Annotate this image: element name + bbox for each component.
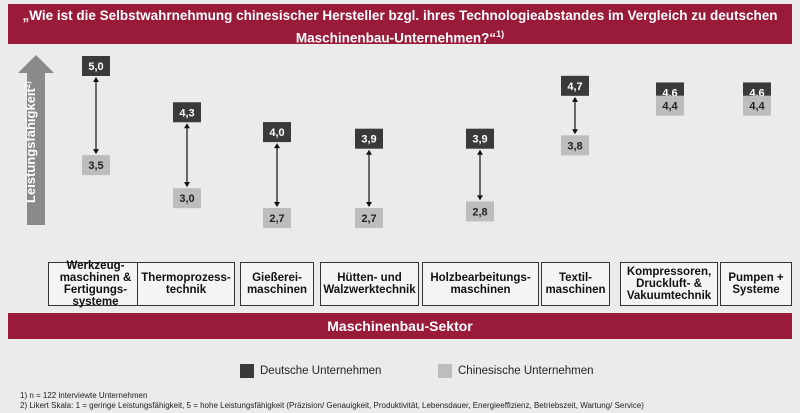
chinese-value-marker [743, 95, 771, 116]
german-value-label: 3,9 [361, 134, 376, 146]
performance-arrow-icon [18, 55, 54, 225]
german-value-label: 4,0 [269, 127, 284, 139]
category-label: Thermoprozess- technik [137, 262, 235, 306]
category-label-text: Kompressoren, Druckluft- & Vakuumtechnik [626, 266, 712, 302]
category-label: Gießerei- maschinen [240, 262, 314, 306]
chinese-value-marker [466, 201, 494, 222]
chart-title-bar: „Wie ist die Selbstwahrnehmung chinesisc… [8, 4, 792, 46]
chinese-value-marker [263, 208, 291, 228]
y-axis-label-footnote-ref: 2) [23, 81, 32, 88]
chart-title-line1: „Wie ist die Selbstwahrnehmung chinesisc… [22, 8, 778, 23]
sector-bar: Maschinenbau-Sektor [8, 313, 792, 339]
category-label: Textil- maschinen [541, 262, 610, 306]
category-label: Pumpen + Systeme [720, 262, 792, 306]
chinese-value-marker [656, 95, 684, 116]
chinese-value-label: 3,5 [88, 160, 103, 172]
legend-german-label: Deutsche Unternehmen [260, 365, 382, 377]
legend-chinese: Chinesische Unternehmen [438, 362, 594, 380]
chinese-value-label: 2,7 [269, 213, 284, 225]
footnote-1: 1) n = 122 interviewte Unternehmen [20, 391, 148, 400]
legend-chinese-label: Chinesische Unternehmen [458, 365, 594, 377]
arrowhead-down-icon [366, 202, 372, 207]
footnote-2: 2) Likert Skala: 1 = geringe Leistungsfä… [20, 401, 644, 410]
y-axis-label-wrapper: Leistungsfähigkeit2) [23, 81, 38, 203]
arrowhead-up-icon [572, 96, 578, 102]
legend-german-swatch [240, 364, 254, 378]
german-value-marker [466, 128, 494, 149]
legend-chinese-swatch [438, 364, 452, 378]
chinese-value-label: 4,4 [662, 101, 678, 113]
y-axis-label: Leistungsfähigkeit2) [23, 81, 38, 203]
chinese-value-label: 3,8 [567, 140, 582, 152]
category-label-text: Holzbearbeitungs- maschinen [430, 272, 531, 296]
german-value-label: 4,7 [567, 81, 582, 93]
category-label-text: Pumpen + Systeme [728, 272, 784, 296]
chart-title-line2-text: Maschinenbau-Unternehmen?“ [295, 30, 497, 46]
arrowhead-down-icon [274, 202, 280, 207]
german-value-marker [561, 75, 589, 96]
arrowhead-down-icon [572, 129, 578, 135]
arrowhead-down-icon [477, 195, 483, 201]
chinese-value-label: 2,7 [361, 213, 376, 225]
chinese-value-label: 4,4 [749, 101, 765, 113]
arrowhead-up-icon [477, 149, 483, 155]
chinese-value-label: 2,8 [472, 206, 487, 218]
category-label-text: Gießerei- maschinen [246, 272, 308, 296]
arrowhead-down-icon [93, 149, 99, 155]
chinese-value-label: 3,0 [179, 193, 194, 205]
category-label: Hütten- und Walzwerktechnik [320, 262, 419, 306]
category-label: Werkzeug- maschinen & Fertigungs- system… [48, 260, 143, 308]
chart-title-footnote-ref: 1) [496, 29, 505, 39]
category-label: Kompressoren, Druckluft- & Vakuumtechnik [620, 262, 718, 306]
chinese-value-marker [173, 188, 201, 209]
chinese-value-marker [355, 208, 383, 228]
arrowhead-down-icon [184, 182, 190, 188]
german-value-marker [263, 122, 291, 143]
german-value-marker [173, 102, 201, 123]
category-label-text: Werkzeug- maschinen & Fertigungs- system… [59, 260, 132, 308]
arrowhead-up-icon [184, 123, 190, 129]
german-value-label: 5,0 [88, 61, 103, 73]
category-label: Holzbearbeitungs- maschinen [422, 262, 539, 306]
chinese-value-marker [561, 135, 589, 156]
german-value-label: 4,3 [179, 107, 194, 119]
arrowhead-up-icon [274, 143, 280, 149]
german-value-label: 3,9 [472, 134, 487, 146]
category-label-text: Hütten- und Walzwerktechnik [323, 272, 416, 296]
arrowhead-up-icon [366, 149, 372, 155]
category-label-text: Thermoprozess- technik [141, 272, 231, 296]
german-value-marker [355, 128, 383, 149]
legend-german: Deutsche Unternehmen [240, 362, 381, 380]
category-label-text: Textil- maschinen [545, 272, 606, 296]
chart-title-line2: Maschinenbau-Unternehmen?“1) [8, 25, 792, 48]
arrowhead-up-icon [93, 77, 99, 82]
german-value-marker [82, 56, 110, 76]
y-axis-label-text: Leistungsfähigkeit [23, 87, 38, 203]
chinese-value-marker [82, 155, 110, 176]
